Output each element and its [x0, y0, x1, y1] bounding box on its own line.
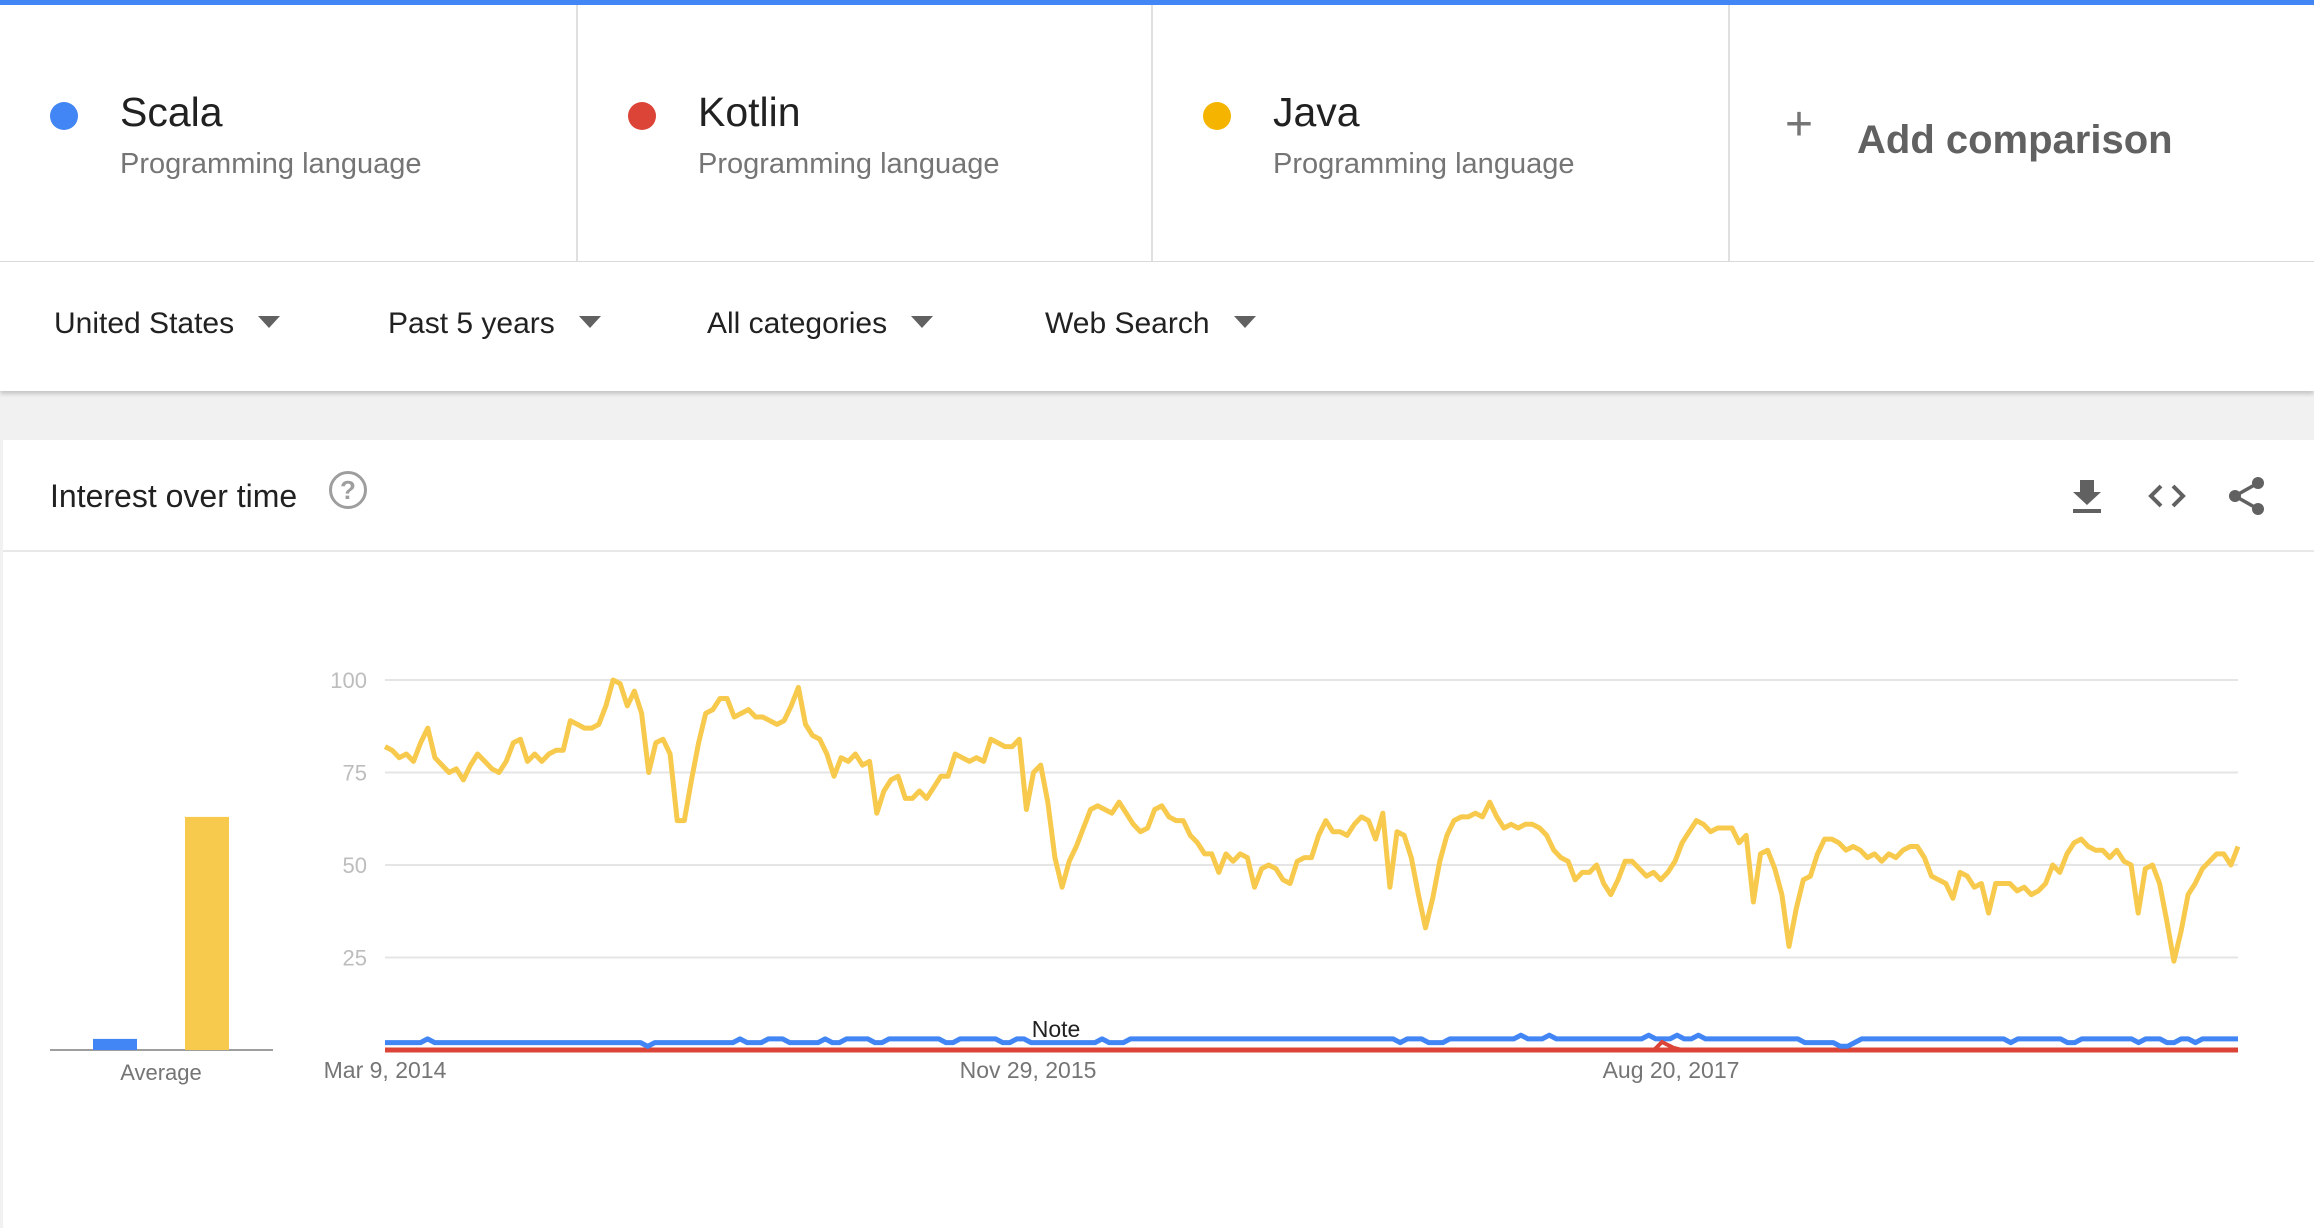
scala-color-dot: [50, 102, 78, 130]
add-comparison-label: Add comparison: [1857, 118, 2173, 162]
term-card-kotlin[interactable]: Kotlin Programming language: [578, 5, 1153, 261]
add-comparison-button[interactable]: + Add comparison: [1730, 5, 2314, 261]
search-type-value: Web Search: [1045, 307, 1210, 340]
comparison-bar: Scala Programming language Kotlin Progra…: [0, 5, 2314, 262]
caret-down-icon: [911, 316, 934, 329]
interest-chart: 25 50 75 100 Mar 9, 2014 Nov 29, 2015 Aug 20, …: [50, 668, 2241, 1085]
category-value: All categories: [707, 307, 888, 340]
caret-down-icon: [578, 316, 601, 329]
interest-over-time-card: Interest over time ? 25 50 75 100 Mar 9, 201…: [3, 440, 2314, 1228]
term-subtitle: Programming language: [1273, 148, 1575, 180]
average-bar-scala[interactable]: [93, 1038, 137, 1050]
kotlin-color-dot: [628, 102, 656, 130]
y-tick-label: 25: [343, 946, 367, 971]
card-title: Interest over time: [50, 478, 298, 514]
filter-bar: United States Past 5 years All categorie…: [0, 262, 2314, 391]
term-name: Kotlin: [698, 89, 801, 135]
average-label: Average: [120, 1060, 202, 1085]
y-tick-label: 100: [330, 668, 367, 693]
term-subtitle: Programming language: [698, 148, 1000, 180]
term-name: Java: [1273, 89, 1360, 135]
caret-down-icon: [258, 316, 281, 329]
term-card-scala[interactable]: Scala Programming language: [0, 5, 578, 261]
download-icon[interactable]: [2065, 474, 2109, 518]
x-tick-label: Aug 20, 2017: [1603, 1057, 1740, 1083]
y-tick-label: 75: [343, 761, 367, 786]
x-tick-label: Nov 29, 2015: [960, 1057, 1097, 1083]
java-color-dot: [1203, 102, 1231, 130]
search-type-dropdown[interactable]: Web Search: [1045, 307, 1256, 341]
series-line-scala[interactable]: [385, 1032, 2238, 1049]
note-marker[interactable]: Note: [1032, 1016, 1081, 1042]
time-range-value: Past 5 years: [388, 307, 555, 340]
plus-icon: +: [1785, 98, 1814, 151]
term-card-java[interactable]: Java Programming language: [1153, 5, 1730, 261]
share-icon[interactable]: [2225, 474, 2269, 518]
term-name: Scala: [120, 89, 223, 135]
kotlin-spike: [1652, 1039, 1683, 1052]
term-subtitle: Programming language: [120, 148, 422, 180]
series-line-java[interactable]: [383, 677, 2241, 964]
region-value: United States: [54, 307, 235, 340]
top-accent-bar: [0, 0, 2314, 5]
region-dropdown[interactable]: United States: [54, 307, 281, 341]
x-tick-label: Mar 9, 2014: [324, 1057, 447, 1083]
average-bar-java[interactable]: [185, 816, 229, 1050]
caret-down-icon: [1233, 316, 1256, 329]
y-tick-label: 50: [343, 853, 367, 878]
help-icon[interactable]: ?: [329, 471, 367, 509]
time-range-dropdown[interactable]: Past 5 years: [388, 307, 601, 341]
card-header: Interest over time ?: [3, 440, 2314, 552]
embed-icon[interactable]: [2145, 474, 2189, 518]
category-dropdown[interactable]: All categories: [707, 307, 934, 341]
